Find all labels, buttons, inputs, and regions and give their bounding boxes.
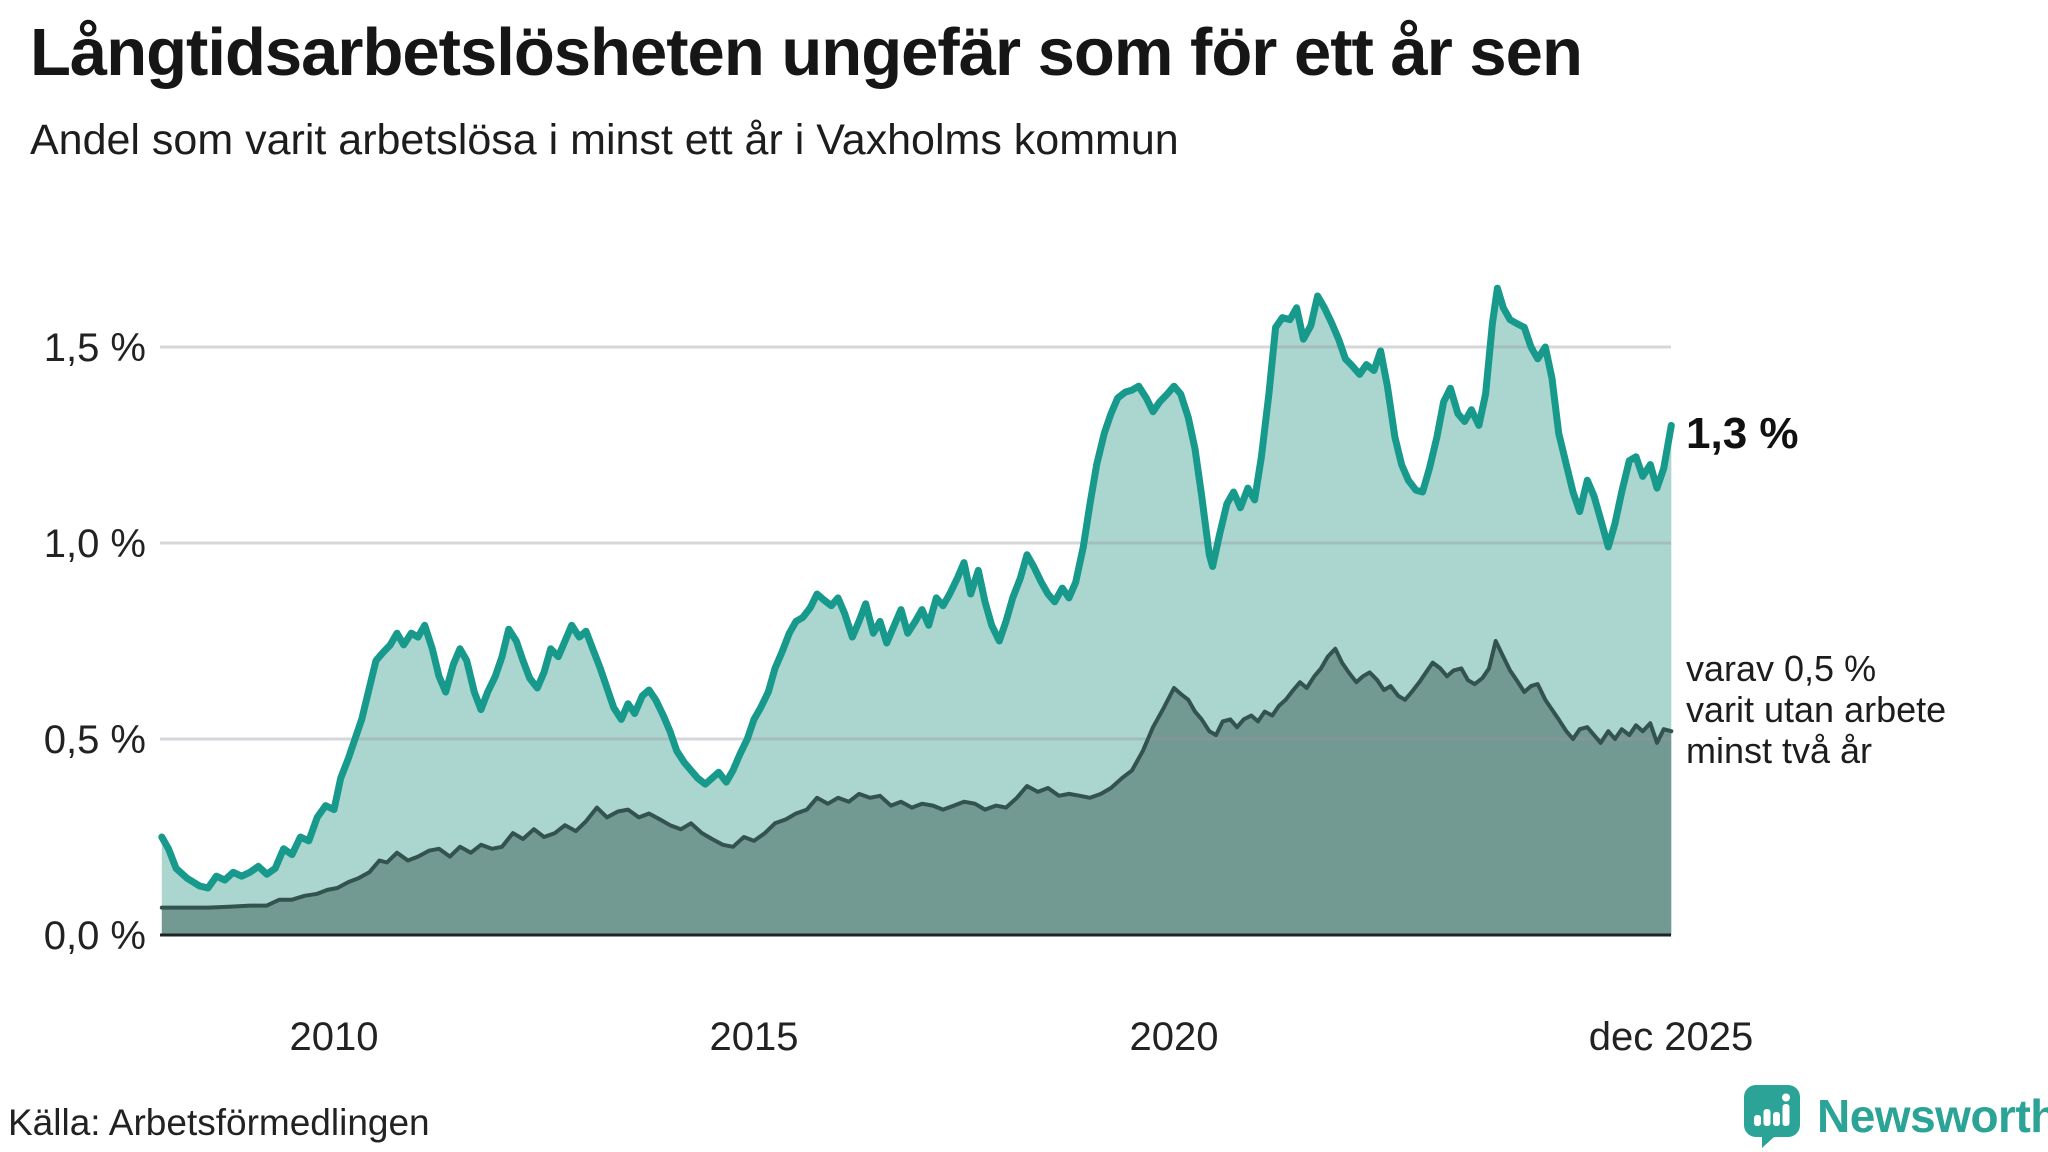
annotation-line: varav 0,5 % <box>1686 648 1876 689</box>
bubble-shape <box>1744 1085 1800 1148</box>
annotation-line: varit utan arbete <box>1686 689 1946 730</box>
page-title: Långtidsarbetslösheten ungefär som för e… <box>30 15 1583 90</box>
page-subtitle: Andel som varit arbetslösa i minst ett å… <box>30 116 1179 164</box>
x-tick-label: 2020 <box>1130 1015 1219 1059</box>
bar-chart-glyph <box>1754 1093 1790 1126</box>
x-tick-label: dec 2025 <box>1589 1015 1754 1059</box>
series-secondary-line <box>159 639 1674 910</box>
y-tick-label: 0,5 % <box>44 718 146 762</box>
x-axis-labels: 2010 2015 2020 dec 2025 <box>290 1015 1754 1059</box>
end-value-annotation: 1,3 % <box>1686 409 1799 458</box>
x-tick-label: 2015 <box>710 1015 799 1059</box>
series-primary-area <box>161 288 1672 935</box>
gridlines <box>160 345 1671 741</box>
x-tick-label: 2010 <box>290 1015 379 1059</box>
source-note: Källa: Arbetsförmedlingen <box>8 1102 430 1143</box>
series-primary-line <box>158 284 1675 892</box>
exclamation-bar <box>1782 1104 1790 1126</box>
newsworthy-bubble-icon <box>1744 1085 1800 1148</box>
y-tick-label: 0,0 % <box>44 914 146 958</box>
y-tick-label: 1,5 % <box>44 326 146 370</box>
secondary-series-annotation: varav 0,5 % varit utan arbete minst två … <box>1686 648 1946 771</box>
y-axis-labels: 1,5 % 1,0 % 0,5 % 0,0 % <box>44 326 146 958</box>
newsworthy-logo: Newsworthy <box>1743 1084 2048 1148</box>
newsworthy-wordmark: Newsworthy <box>1817 1090 2048 1142</box>
series-secondary-area <box>161 641 1672 935</box>
annotation-line: minst två år <box>1686 730 1872 771</box>
y-tick-label: 1,0 % <box>44 522 146 566</box>
exclamation-dot <box>1782 1093 1790 1102</box>
